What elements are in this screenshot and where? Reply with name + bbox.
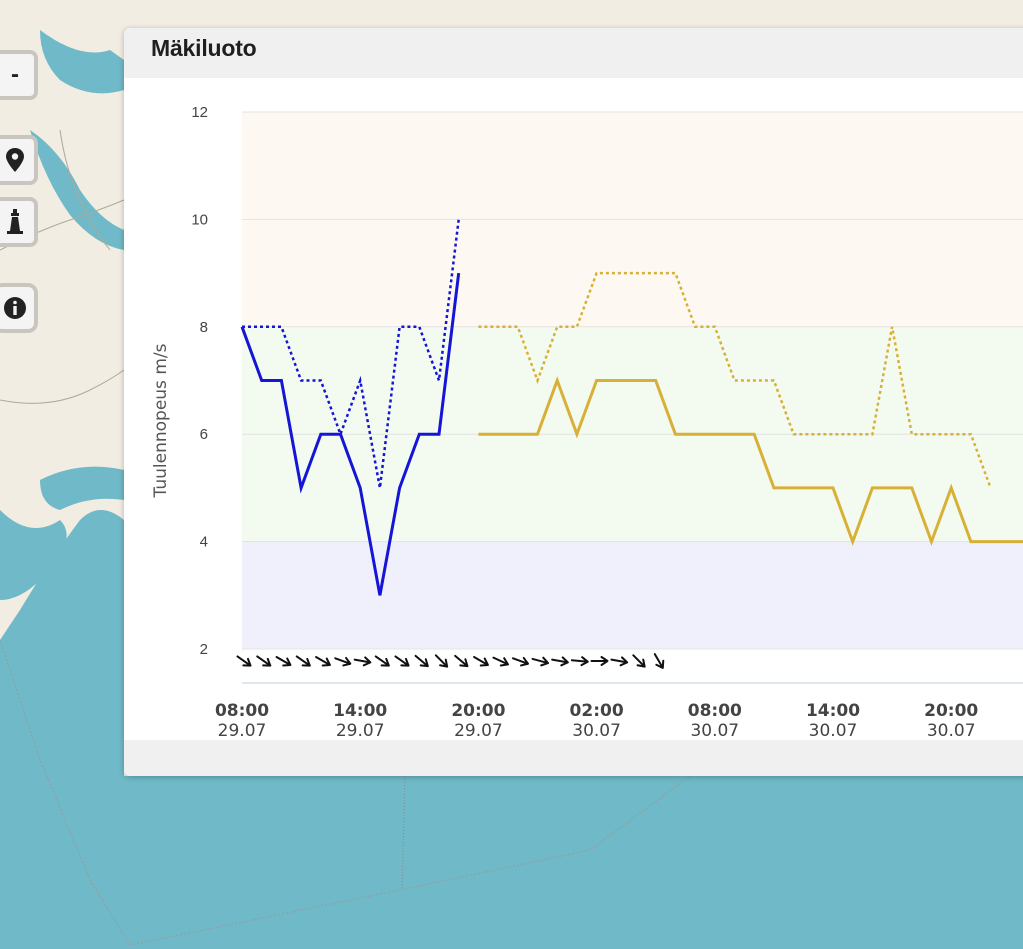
- chart-band: [242, 541, 1023, 649]
- wind-direction-arrow: [551, 656, 569, 667]
- panel-title: Mäkiluoto: [151, 35, 257, 61]
- x-tick-date: 30.07: [690, 721, 739, 740]
- arrow-shape: [315, 656, 331, 667]
- water-channel: [0, 510, 67, 600]
- info-button[interactable]: [0, 283, 38, 333]
- arrow-shape: [256, 655, 272, 667]
- wind-direction-arrow: [353, 656, 372, 667]
- panel-header: [124, 28, 1023, 78]
- map-route-line: [0, 639, 691, 946]
- wind-direction-arrow: [295, 655, 311, 667]
- map-route-line: [401, 775, 406, 891]
- arrow-shape: [334, 656, 352, 667]
- wind-direction-arrow: [256, 655, 272, 667]
- gust-speed-line: [242, 219, 460, 489]
- wind-direction-arrow: [374, 655, 390, 667]
- info-icon: [4, 297, 26, 319]
- zoom-out-icon: -: [11, 61, 19, 88]
- wind-direction-arrow: [492, 656, 509, 667]
- y-tick-label: 4: [200, 534, 208, 551]
- wind-direction-arrow: [275, 656, 292, 667]
- arrow-shape: [275, 656, 292, 667]
- x-tick-date: 29.07: [454, 721, 503, 740]
- arrow-shape: [394, 655, 410, 667]
- arrow-shape: [434, 654, 449, 668]
- wind-direction-arrow: [315, 656, 331, 667]
- x-tick-date: 30.07: [927, 721, 976, 740]
- arrow-shape: [653, 653, 665, 669]
- x-tick-time: 20:00: [924, 701, 978, 721]
- x-tick-date: 29.07: [336, 721, 385, 740]
- x-tick-time: 14:00: [333, 701, 387, 721]
- wind-direction-arrow: [434, 654, 449, 668]
- water-channel: [40, 466, 124, 510]
- arrow-shape: [414, 654, 429, 668]
- x-tick-date: 29.07: [218, 721, 267, 740]
- location-button[interactable]: [0, 135, 38, 185]
- x-tick-time: 02:00: [570, 701, 624, 721]
- y-tick-label: 6: [200, 426, 208, 443]
- wind-direction-arrow: [473, 656, 489, 667]
- wind-direction-arrow: [632, 654, 646, 668]
- wind-direction-arrow: [531, 656, 550, 667]
- lighthouse-icon: [7, 209, 23, 234]
- wind-direction-arrow: [590, 656, 609, 666]
- wind-speed-line: [478, 376, 1023, 546]
- arrow-shape: [236, 655, 252, 667]
- water-channel: [40, 30, 124, 94]
- x-tick-time: 08:00: [215, 701, 269, 721]
- y-tick-label: 12: [191, 104, 208, 121]
- arrow-shape: [531, 656, 550, 667]
- arrow-shape: [610, 656, 629, 667]
- x-tick-time: 08:00: [688, 701, 742, 721]
- arrow-shape: [492, 656, 509, 667]
- zoom-out-button[interactable]: -: [0, 50, 38, 100]
- y-tick-label: 8: [200, 319, 208, 336]
- lighthouse-button[interactable]: [0, 197, 38, 247]
- gust-speed-line: [478, 271, 992, 489]
- arrow-shape: [374, 655, 390, 667]
- wind-direction-arrow: [236, 655, 252, 667]
- wind-speed-line: [240, 272, 461, 596]
- arrow-shape: [570, 656, 589, 667]
- arrow-shape: [590, 656, 609, 666]
- arrow-shape: [511, 656, 530, 667]
- arrow-shape: [353, 656, 372, 667]
- arrow-shape: [473, 656, 489, 667]
- wind-direction-arrow: [454, 654, 469, 668]
- station-panel: Mäkiluoto 2 4 6 8 10 12 Tuulennopeus m/s 08:00 2…: [124, 28, 1023, 776]
- x-tick-time: 14:00: [806, 701, 860, 721]
- arrow-shape: [295, 655, 311, 667]
- wind-direction-arrow: [334, 656, 352, 667]
- y-tick-label: 2: [200, 641, 208, 658]
- wind-direction-arrow: [570, 656, 589, 667]
- x-tick-date: 30.07: [809, 721, 858, 740]
- x-tick-date: 30.07: [572, 721, 621, 740]
- arrow-shape: [454, 654, 469, 668]
- wind-direction-arrow: [610, 656, 629, 667]
- water-channel: [30, 130, 124, 250]
- wind-direction-arrow: [653, 653, 665, 669]
- wind-direction-arrow: [394, 655, 410, 667]
- wind-direction-arrow: [511, 656, 530, 667]
- x-tick-time: 20:00: [451, 701, 505, 721]
- arrow-shape: [551, 656, 569, 667]
- y-tick-label: 10: [191, 211, 208, 228]
- wind-direction-arrow: [414, 654, 429, 668]
- arrow-shape: [632, 654, 646, 668]
- y-axis-title: Tuulennopeus m/s: [151, 343, 171, 498]
- panel-footer: [124, 740, 1023, 776]
- location-pin-icon: [6, 148, 24, 172]
